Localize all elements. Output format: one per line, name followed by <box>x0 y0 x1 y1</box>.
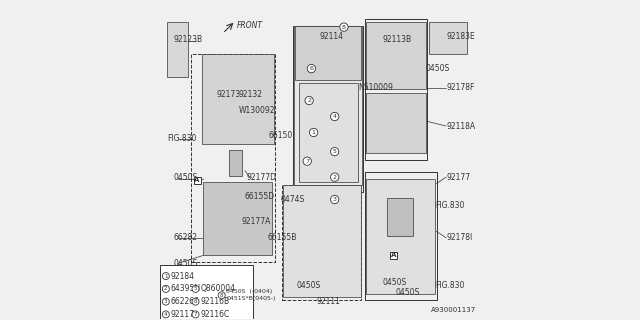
Text: 8: 8 <box>342 25 346 30</box>
Text: 92118A: 92118A <box>446 122 476 131</box>
Text: 92113B: 92113B <box>382 36 412 44</box>
Polygon shape <box>202 54 274 144</box>
Text: 92184: 92184 <box>171 272 195 281</box>
Text: 64395N: 64395N <box>171 284 201 293</box>
Polygon shape <box>229 150 242 176</box>
Text: 0474S: 0474S <box>280 195 305 204</box>
Text: 3: 3 <box>333 197 337 202</box>
Text: 66155B: 66155B <box>268 233 297 242</box>
Text: 662260: 662260 <box>171 297 200 306</box>
Text: FRONT: FRONT <box>237 21 263 30</box>
FancyBboxPatch shape <box>390 252 397 259</box>
Text: 0450S: 0450S <box>173 173 197 182</box>
Text: 0450S: 0450S <box>296 281 320 290</box>
Circle shape <box>310 128 318 137</box>
Circle shape <box>163 273 170 280</box>
Text: 92117: 92117 <box>171 310 195 319</box>
Text: FIG.830: FIG.830 <box>435 201 464 210</box>
Text: 0450S: 0450S <box>395 288 419 297</box>
Circle shape <box>305 96 314 105</box>
Text: 92111: 92111 <box>317 297 340 306</box>
Circle shape <box>330 148 339 156</box>
Circle shape <box>192 311 199 318</box>
Polygon shape <box>167 22 188 76</box>
Polygon shape <box>284 185 361 297</box>
Polygon shape <box>429 22 467 54</box>
Circle shape <box>192 298 199 305</box>
Text: 1: 1 <box>164 274 168 279</box>
Text: 92132: 92132 <box>239 90 262 99</box>
Polygon shape <box>366 92 426 153</box>
Text: 4: 4 <box>333 114 337 119</box>
Text: A: A <box>391 252 396 258</box>
Text: 8: 8 <box>220 293 223 298</box>
Text: 7: 7 <box>305 159 309 164</box>
Text: 66155D: 66155D <box>245 192 275 201</box>
FancyBboxPatch shape <box>161 265 253 319</box>
Circle shape <box>163 285 170 292</box>
Text: 92177D: 92177D <box>246 173 276 182</box>
Circle shape <box>218 292 225 299</box>
Text: 0450S: 0450S <box>426 64 449 73</box>
Polygon shape <box>387 198 413 236</box>
Text: 2: 2 <box>333 175 337 180</box>
Text: 92116B: 92116B <box>200 297 229 306</box>
Text: Q860004: Q860004 <box>200 284 236 293</box>
Text: 92178I: 92178I <box>446 233 472 242</box>
Text: 6: 6 <box>310 66 314 71</box>
Text: 92114: 92114 <box>320 32 344 41</box>
Circle shape <box>303 157 312 165</box>
Polygon shape <box>300 83 358 182</box>
Text: 92177A: 92177A <box>242 217 271 226</box>
Text: 2: 2 <box>164 286 168 292</box>
Text: W130092: W130092 <box>239 106 275 115</box>
Polygon shape <box>295 26 361 80</box>
Circle shape <box>192 285 199 292</box>
Polygon shape <box>294 26 362 185</box>
Polygon shape <box>366 22 426 89</box>
Text: 66282: 66282 <box>173 233 197 242</box>
Text: 66150: 66150 <box>269 131 293 140</box>
Polygon shape <box>366 179 435 294</box>
Circle shape <box>307 64 316 73</box>
Text: FIG.830: FIG.830 <box>167 134 196 143</box>
Circle shape <box>163 298 170 305</box>
Text: N510009: N510009 <box>358 83 393 92</box>
Text: 6: 6 <box>194 299 197 304</box>
Circle shape <box>330 112 339 121</box>
Text: 92177: 92177 <box>446 173 470 182</box>
Circle shape <box>163 311 170 318</box>
Text: 2: 2 <box>307 98 311 103</box>
Circle shape <box>340 23 348 31</box>
Text: 1: 1 <box>312 130 316 135</box>
Polygon shape <box>204 182 272 255</box>
FancyBboxPatch shape <box>193 177 200 184</box>
Text: 92123B: 92123B <box>173 36 202 44</box>
Text: 4: 4 <box>164 312 168 317</box>
Text: A: A <box>195 177 200 183</box>
Text: 5: 5 <box>194 286 197 292</box>
Text: 3: 3 <box>164 299 168 304</box>
Text: 5: 5 <box>333 149 337 154</box>
Text: 92178F: 92178F <box>446 83 474 92</box>
Text: 92173: 92173 <box>216 90 241 99</box>
Text: 92183E: 92183E <box>446 32 475 41</box>
Text: 0450S: 0450S <box>382 278 406 287</box>
Text: A930001137: A930001137 <box>431 307 476 313</box>
Text: 0450S  (-0404)
0451S*B(0405-): 0450S (-0404) 0451S*B(0405-) <box>227 290 276 301</box>
Text: 0450S: 0450S <box>173 259 197 268</box>
Circle shape <box>330 195 339 204</box>
Text: 7: 7 <box>194 312 197 317</box>
Circle shape <box>330 173 339 181</box>
Text: 92116C: 92116C <box>200 310 230 319</box>
Text: FIG.830: FIG.830 <box>435 281 464 290</box>
